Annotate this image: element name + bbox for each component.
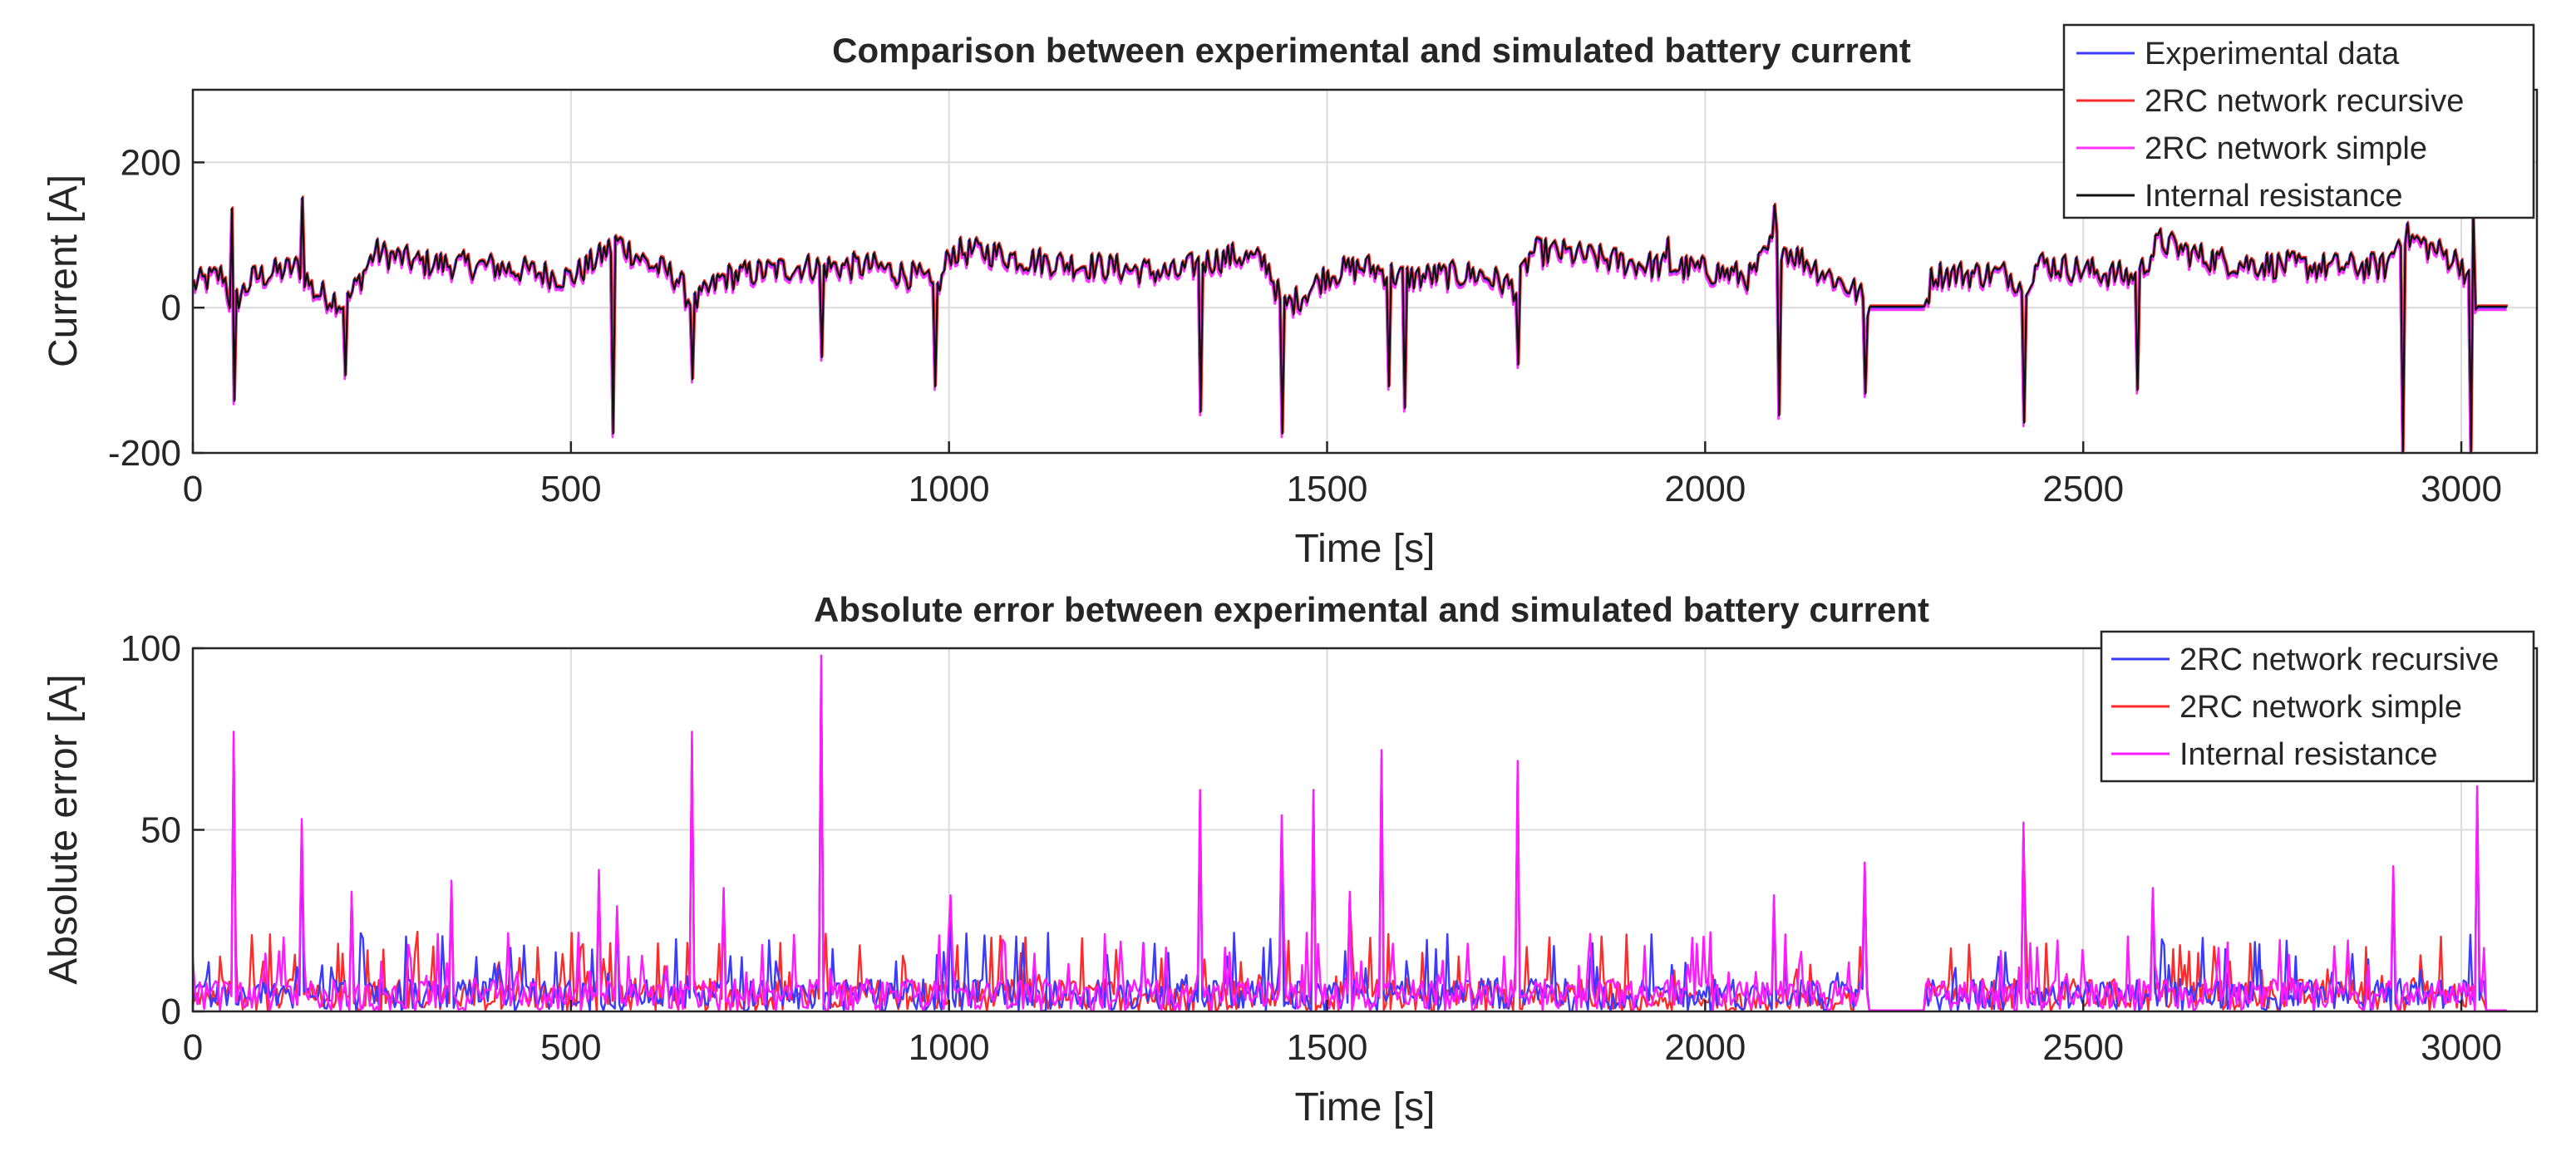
ytick-label: 100: [121, 628, 181, 669]
series-line-internal-resistance: [192, 196, 2508, 453]
legend-label-internal-resistance: Internal resistance: [2145, 179, 2403, 214]
xtick-label: 2000: [1664, 469, 1746, 509]
legend-bottom: 2RC network recursive 2RC network simple…: [2100, 630, 2535, 783]
ytick-label: 0: [161, 288, 181, 328]
xticks-top: 0 500 1000 1500 2000 2500 3000: [183, 441, 2502, 509]
ytick-label: 200: [121, 142, 181, 183]
ytick-label: 0: [161, 991, 181, 1032]
chart-title-bottom: Absolute error between experimental and …: [814, 590, 1929, 629]
x-axis-label-bottom: Time [s]: [1295, 1085, 1436, 1129]
y-axis-label-bottom: Absolute error [A]: [42, 674, 86, 985]
xtick-label: 500: [540, 469, 601, 509]
legend-label-b-2rc-recursive: 2RC network recursive: [2180, 642, 2499, 677]
xtick-label: 1000: [909, 469, 990, 509]
legend-box-bottom: [2100, 630, 2535, 783]
x-axis-label-top: Time [s]: [1295, 527, 1436, 571]
xtick-label: 3000: [2421, 469, 2502, 509]
legend-label-2rc-recursive: 2RC network recursive: [2145, 84, 2464, 119]
xtick-label: 0: [183, 1027, 203, 1068]
axes-frame-top: [191, 88, 2539, 455]
series-group-bottom: [191, 654, 2507, 1013]
yticks-bottom: 0 50 100: [121, 628, 204, 1032]
xtick-label: 1500: [1287, 469, 1368, 509]
ytick-label: 50: [140, 810, 181, 851]
legend-label-2rc-simple: 2RC network simple: [2145, 131, 2427, 166]
yticks-top: -200 0 200: [108, 142, 204, 474]
ytick-label: -200: [108, 433, 181, 474]
xtick-label: 3000: [2421, 1027, 2502, 1068]
chart-title-top: Comparison between experimental and simu…: [832, 31, 1911, 70]
legend-label-experimental: Experimental data: [2145, 37, 2400, 71]
legend-label-b-2rc-simple: 2RC network simple: [2180, 690, 2462, 725]
xticks-bottom: 0 500 1000 1500 2000 2500 3000: [183, 1000, 2502, 1068]
y-axis-label-top: Current [A]: [42, 175, 86, 367]
chart-bottom: 0 500 1000 1500 2000 2500 3000 0 50 100 Absolute…: [42, 590, 2539, 1129]
legend-label-b-internal-resistance: Internal resistance: [2180, 737, 2438, 772]
xtick-label: 1500: [1287, 1027, 1368, 1068]
series-group-top: [191, 195, 2508, 455]
xtick-label: 2000: [1664, 1027, 1746, 1068]
xtick-label: 500: [540, 1027, 601, 1068]
xtick-label: 0: [183, 469, 203, 509]
series-line-internal-resistance: [191, 654, 2507, 1013]
xtick-label: 1000: [909, 1027, 990, 1068]
legend-top: Experimental data 2RC network recursive …: [2062, 23, 2535, 219]
legend-box-top: [2062, 23, 2535, 219]
xtick-label: 2500: [2042, 469, 2124, 509]
xtick-label: 2500: [2042, 1027, 2124, 1068]
